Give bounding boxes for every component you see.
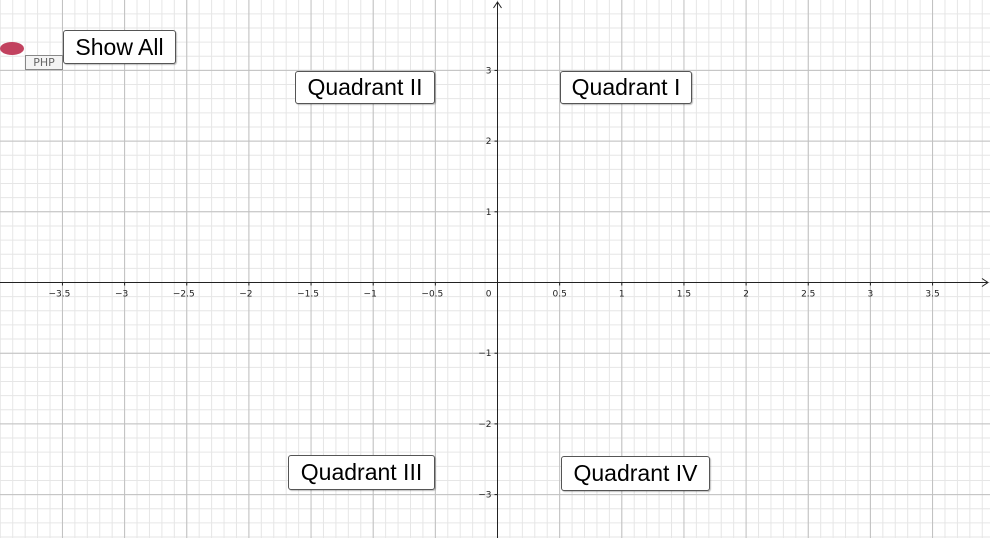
x-tick-label: 2: [743, 290, 749, 300]
y-tick-label: −2: [478, 420, 491, 430]
logo-text: PHP: [25, 55, 63, 70]
quadrant-button[interactable]: Quadrant I: [560, 71, 692, 104]
y-tick-label: 3: [486, 66, 492, 76]
x-tick-label: −1: [364, 290, 377, 300]
y-tick-label: −3: [478, 491, 491, 501]
x-tick-label: 0.5: [552, 290, 566, 300]
quadrant-button[interactable]: Quadrant III: [288, 455, 435, 490]
origin-label: 0: [486, 290, 492, 300]
x-tick-label: −3: [115, 290, 128, 300]
x-tick-label: 3.5: [925, 290, 939, 300]
logo-icon: [0, 42, 24, 55]
x-tick-label: −1.5: [297, 290, 319, 300]
y-axis-arrow: [493, 1, 502, 9]
x-tick-label: 3: [868, 290, 874, 300]
show-all-button[interactable]: Show All: [63, 30, 176, 64]
x-tick-label: −2.5: [173, 290, 195, 300]
x-axis-arrow: [981, 278, 989, 287]
quadrant-button[interactable]: Quadrant II: [295, 71, 435, 104]
y-tick-label: 2: [486, 137, 492, 147]
x-tick-label: 1.5: [677, 290, 691, 300]
x-tick-label: −0.5: [421, 290, 443, 300]
php-logo: PHP: [0, 40, 63, 70]
x-tick-label: −2: [239, 290, 252, 300]
x-tick-label: −3.5: [49, 290, 71, 300]
x-tick-label: 2.5: [801, 290, 815, 300]
y-tick-label: 1: [486, 208, 492, 218]
quadrant-button[interactable]: Quadrant IV: [561, 456, 710, 491]
y-tick-label: −1: [478, 349, 491, 359]
x-tick-label: 1: [619, 290, 625, 300]
